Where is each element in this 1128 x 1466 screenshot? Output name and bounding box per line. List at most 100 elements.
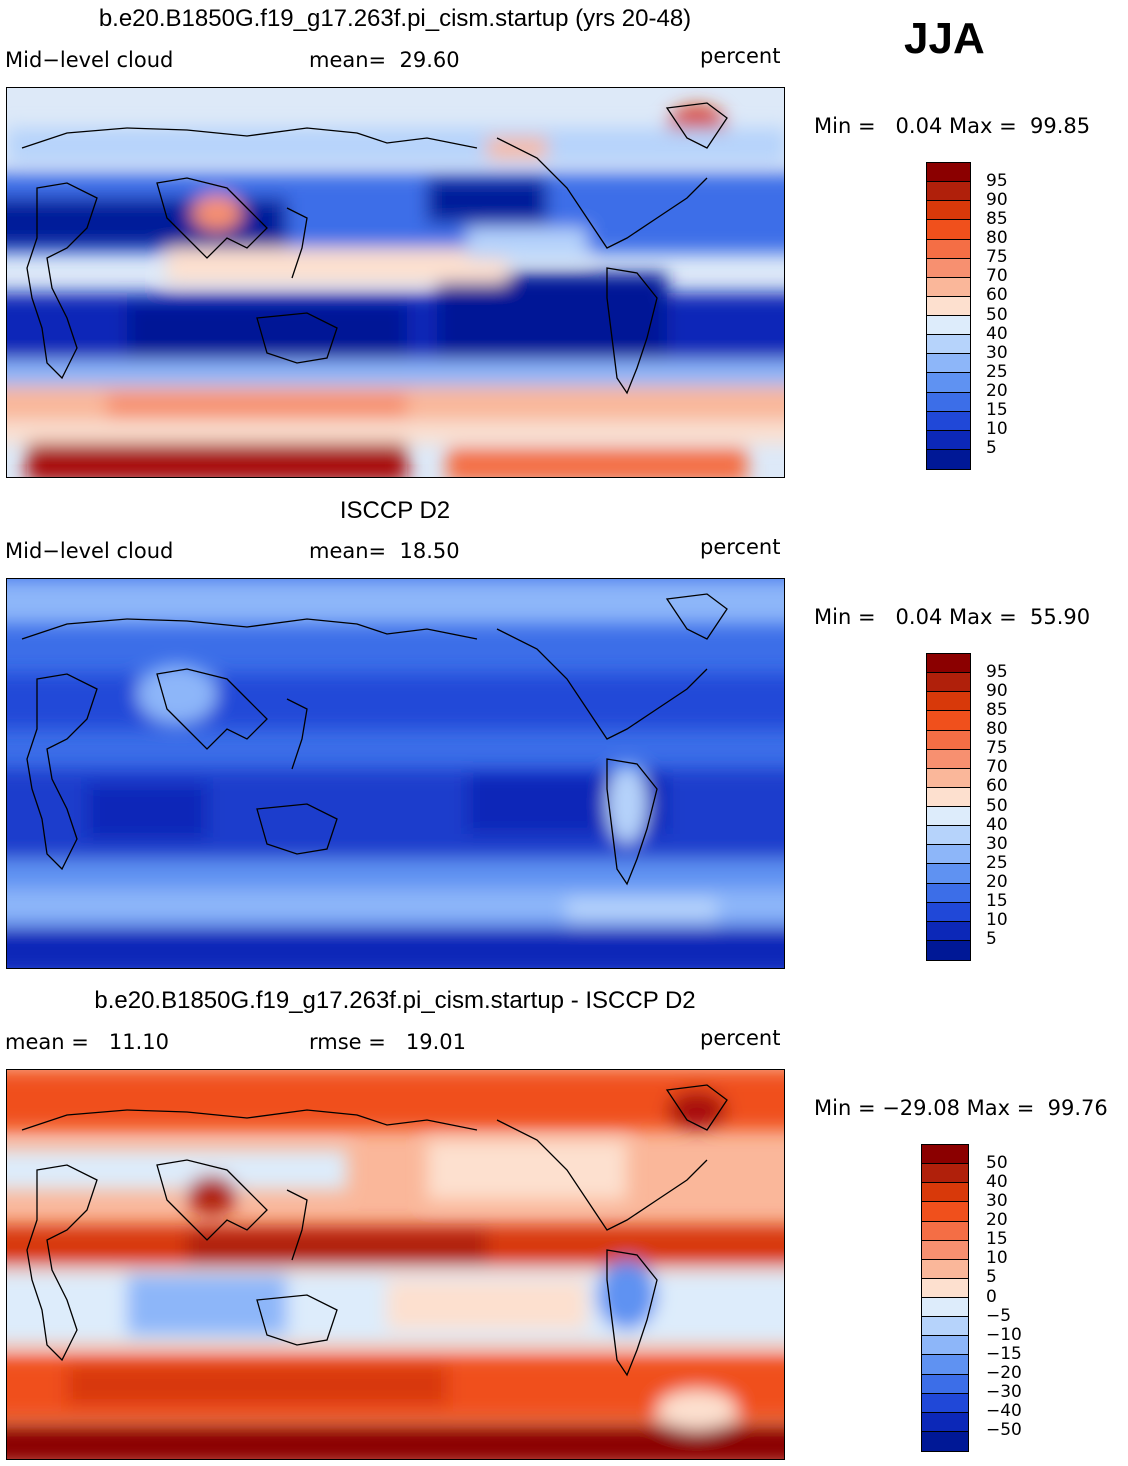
colorbar-tick-label: 5 bbox=[986, 1267, 997, 1288]
colorbar-tick-label: 10 bbox=[986, 419, 1008, 440]
panel3-rmse-label: rmse = 19.01 bbox=[309, 1030, 466, 1054]
panel1-title: b.e20.B1850G.f19_g17.263f.pi_cism.startu… bbox=[98, 5, 692, 32]
colorbar-swatch bbox=[922, 1393, 968, 1413]
colorbar-swatch bbox=[922, 1412, 968, 1432]
colorbar-tick-label: 50 bbox=[986, 304, 1008, 325]
colorbar-tick-label: 5 bbox=[986, 929, 997, 950]
colorbar-tick-label: 20 bbox=[986, 872, 1008, 892]
colorbar-swatch bbox=[927, 826, 970, 846]
colorbar-tick-label: 20 bbox=[986, 381, 1008, 401]
colorbar-tick-label: 30 bbox=[986, 833, 1008, 854]
colorbar-swatch bbox=[927, 768, 970, 788]
colorbar-swatch bbox=[927, 921, 970, 941]
colorbar-tick-label: 85 bbox=[986, 699, 1008, 720]
panel3-colorbar bbox=[921, 1144, 969, 1452]
panel2-units-label: percent bbox=[700, 535, 781, 559]
panel1-colorbar bbox=[926, 162, 971, 470]
colorbar-swatch bbox=[927, 845, 970, 865]
colorbar-swatch bbox=[927, 239, 970, 259]
colorbar-tick-label: 80 bbox=[986, 719, 1008, 739]
colorbar-tick-label: 50 bbox=[986, 1152, 1008, 1173]
colorbar-swatch bbox=[927, 673, 970, 693]
panel3-units-label: percent bbox=[700, 1026, 781, 1050]
colorbar-swatch bbox=[922, 1202, 968, 1222]
colorbar-swatch bbox=[927, 277, 970, 297]
colorbar-tick-label: 60 bbox=[986, 285, 1008, 306]
colorbar-tick-label: 95 bbox=[986, 661, 1008, 682]
colorbar-tick-label: 40 bbox=[986, 814, 1008, 835]
colorbar-tick-label: 10 bbox=[986, 910, 1008, 931]
colorbar-tick-label: 30 bbox=[986, 1190, 1008, 1211]
panel1-units-label: percent bbox=[700, 44, 781, 68]
panel3-title: b.e20.B1850G.f19_g17.263f.pi_cism.startu… bbox=[94, 987, 696, 1014]
colorbar-tick-label: 50 bbox=[986, 795, 1008, 816]
colorbar-tick-label: 60 bbox=[986, 776, 1008, 797]
colorbar-tick-label: 15 bbox=[986, 400, 1008, 421]
colorbar-tick-label: −40 bbox=[986, 1401, 1022, 1422]
colorbar-swatch bbox=[927, 163, 970, 183]
colorbar-swatch bbox=[922, 1259, 968, 1279]
colorbar-swatch bbox=[927, 807, 970, 827]
colorbar-swatch bbox=[927, 711, 970, 731]
colorbar-tick-label: 90 bbox=[986, 189, 1008, 210]
colorbar-tick-label: 40 bbox=[986, 323, 1008, 344]
colorbar-tick-label: 75 bbox=[986, 247, 1008, 268]
colorbar-swatch bbox=[927, 220, 970, 240]
colorbar-tick-label: 15 bbox=[986, 1229, 1008, 1250]
colorbar-swatch bbox=[927, 749, 970, 769]
colorbar-tick-label: 10 bbox=[986, 1248, 1008, 1269]
colorbar-swatch bbox=[922, 1317, 968, 1337]
colorbar-tick-label: 70 bbox=[986, 757, 1008, 778]
colorbar-tick-label: −5 bbox=[986, 1305, 1012, 1326]
colorbar-swatch bbox=[927, 449, 970, 469]
colorbar-tick-label: −50 bbox=[986, 1420, 1022, 1441]
panel2-colorbar bbox=[926, 653, 971, 961]
panel2-title: ISCCP D2 bbox=[339, 497, 451, 524]
colorbar-tick-label: 0 bbox=[986, 1286, 997, 1307]
colorbar-swatch bbox=[927, 883, 970, 903]
colorbar-swatch bbox=[927, 411, 970, 431]
panel1-map bbox=[6, 87, 785, 478]
colorbar-swatch bbox=[927, 316, 970, 336]
colorbar-swatch bbox=[922, 1374, 968, 1394]
coastline-overlay bbox=[21, 1084, 728, 1377]
colorbar-tick-label: −10 bbox=[986, 1324, 1022, 1345]
colorbar-tick-label: 80 bbox=[986, 228, 1008, 248]
colorbar-swatch bbox=[927, 730, 970, 750]
colorbar-swatch bbox=[927, 392, 970, 412]
colorbar-tick-label: 70 bbox=[986, 266, 1008, 287]
colorbar-swatch bbox=[927, 692, 970, 712]
colorbar-swatch bbox=[927, 354, 970, 374]
panel1-min-max: Min = 0.04 Max = 99.85 bbox=[814, 114, 1091, 138]
colorbar-swatch bbox=[922, 1240, 968, 1260]
panel3-mean-label: mean = 11.10 bbox=[5, 1030, 169, 1054]
colorbar-swatch bbox=[922, 1183, 968, 1203]
colorbar-swatch bbox=[922, 1336, 968, 1356]
colorbar-swatch bbox=[927, 864, 970, 884]
colorbar-tick-label: 30 bbox=[986, 342, 1008, 363]
colorbar-tick-label: 40 bbox=[986, 1171, 1008, 1192]
colorbar-swatch bbox=[927, 373, 970, 393]
colorbar-tick-label: 25 bbox=[986, 361, 1008, 382]
panel2-map bbox=[6, 578, 785, 969]
colorbar-swatch bbox=[927, 296, 970, 316]
colorbar-swatch bbox=[927, 182, 970, 202]
colorbar-swatch bbox=[927, 902, 970, 922]
colorbar-swatch bbox=[922, 1145, 968, 1165]
panel2-mean-label: mean= 18.50 bbox=[309, 539, 460, 563]
panel1-variable-label: Mid−level cloud bbox=[5, 48, 174, 72]
colorbar-swatch bbox=[922, 1298, 968, 1318]
colorbar-tick-label: 95 bbox=[986, 170, 1008, 191]
colorbar-swatch bbox=[922, 1221, 968, 1241]
panel2-variable-label: Mid−level cloud bbox=[5, 539, 174, 563]
panel2-min-max: Min = 0.04 Max = 55.90 bbox=[814, 605, 1091, 629]
colorbar-tick-label: 75 bbox=[986, 738, 1008, 759]
colorbar-tick-label: 90 bbox=[986, 680, 1008, 701]
colorbar-tick-label: 5 bbox=[986, 438, 997, 459]
colorbar-tick-label: 15 bbox=[986, 891, 1008, 912]
colorbar-tick-label: −30 bbox=[986, 1382, 1022, 1403]
colorbar-swatch bbox=[927, 940, 970, 960]
colorbar-tick-label: 25 bbox=[986, 852, 1008, 873]
colorbar-tick-label: 85 bbox=[986, 208, 1008, 229]
season-label: JJA bbox=[904, 14, 985, 63]
